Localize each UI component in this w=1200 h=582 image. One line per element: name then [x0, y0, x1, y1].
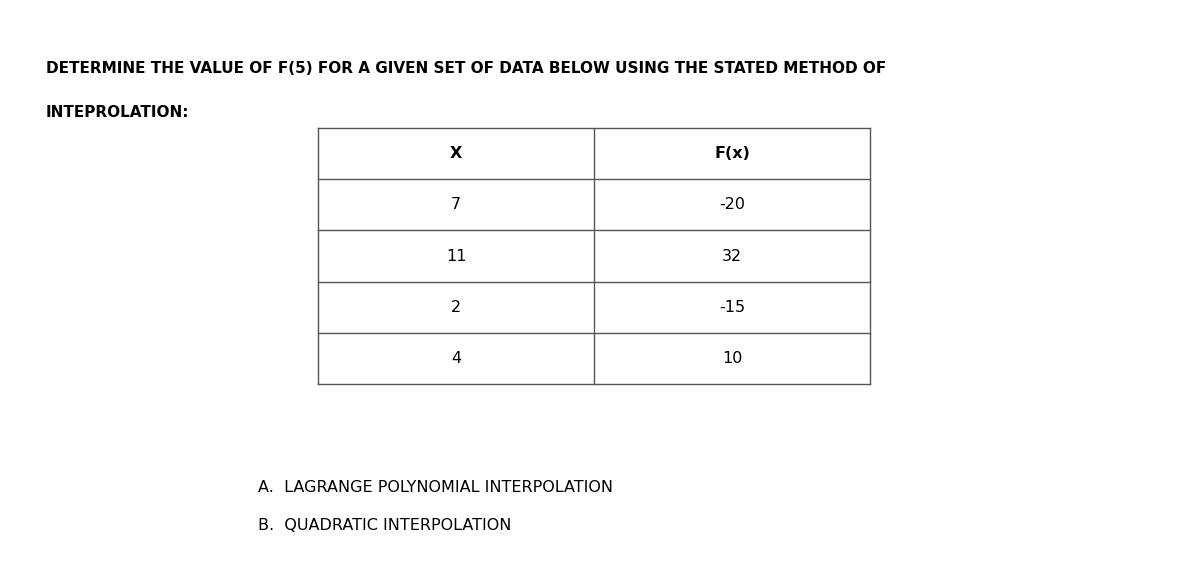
Text: X: X — [450, 146, 462, 161]
Text: B.  QUADRATIC INTERPOLATION: B. QUADRATIC INTERPOLATION — [258, 518, 511, 533]
Text: 11: 11 — [445, 249, 467, 264]
Text: A.  LAGRANGE POLYNOMIAL INTERPOLATION: A. LAGRANGE POLYNOMIAL INTERPOLATION — [258, 480, 613, 495]
Text: -15: -15 — [719, 300, 745, 315]
Text: DETERMINE THE VALUE OF F(5) FOR A GIVEN SET OF DATA BELOW USING THE STATED METHO: DETERMINE THE VALUE OF F(5) FOR A GIVEN … — [46, 61, 886, 76]
Text: 10: 10 — [722, 351, 742, 366]
Text: -20: -20 — [719, 197, 745, 212]
Text: 7: 7 — [451, 197, 461, 212]
Text: 32: 32 — [722, 249, 742, 264]
Text: 2: 2 — [451, 300, 461, 315]
Text: INTEPROLATION:: INTEPROLATION: — [46, 105, 190, 120]
Text: F(x): F(x) — [714, 146, 750, 161]
Text: 4: 4 — [451, 351, 461, 366]
